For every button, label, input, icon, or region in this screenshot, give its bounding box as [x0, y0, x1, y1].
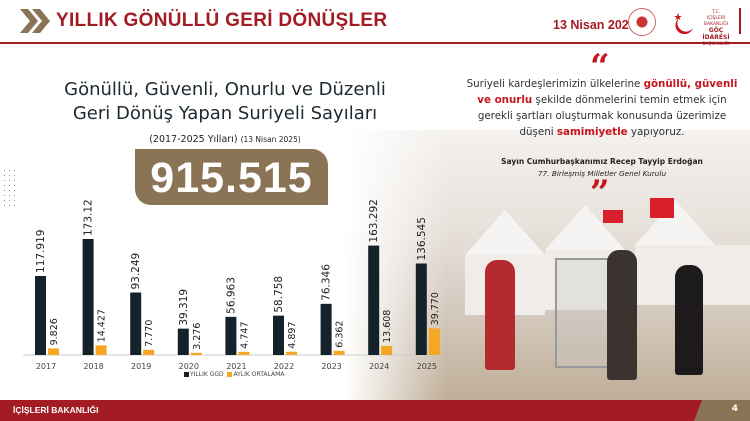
x-tick-label: 2022: [274, 362, 294, 370]
quote-speaker: Sayın Cumhurbaşkanımız Recep Tayyip Erdo…: [501, 157, 703, 166]
quote-highlight: gönüllü, güvenli ve onurlu: [477, 78, 738, 106]
chevron-right-icon: [20, 9, 50, 33]
data-label: 117.919: [35, 230, 47, 273]
as-of-date: (13 Nisan 2025): [240, 135, 301, 144]
headline: Gönüllü, Güvenli, Onurlu ve Düzenli Geri …: [40, 78, 410, 126]
footer: İÇİŞLERİ BAKANLIĞI 4: [0, 400, 750, 421]
bar-monthly-2017: [48, 348, 59, 355]
x-tick-label: 2025: [417, 362, 437, 370]
person: [485, 260, 515, 370]
data-label: 58.758: [273, 276, 285, 313]
bar-monthly-2025: [428, 328, 440, 355]
cart: [555, 258, 610, 368]
bar-monthly-2020: [190, 352, 202, 355]
bar-yearly-2024: [368, 245, 380, 355]
bar-yearly-2019: [130, 292, 142, 355]
quote-part: Suriyeli kardeşlerimizin ülkelerine: [466, 78, 644, 90]
x-tick-label: 2019: [131, 362, 151, 370]
legend-swatch: [227, 372, 233, 377]
headline-line1: Gönüllü, Güvenli, Onurlu ve Düzenli: [64, 79, 386, 100]
bar-yearly-2017: [35, 275, 46, 355]
data-label: 93.249: [130, 253, 142, 290]
x-tick-label: 2020: [179, 362, 199, 370]
legend-label: AYLIK ORTALAMA: [233, 371, 285, 378]
data-label: 163.292: [368, 200, 380, 243]
x-tick-label: 2024: [369, 362, 389, 370]
x-tick-label: 2023: [321, 362, 341, 370]
tent: [635, 200, 715, 245]
quote-event: 77. Birleşmiş Milletler Genel Kurulu: [537, 169, 667, 178]
data-label: 9.826: [49, 318, 60, 345]
close-quote-icon: ”: [590, 173, 610, 213]
quote-part: yapıyoruz.: [627, 126, 685, 138]
header: YILLIK GÖNÜLLÜ GERİ DÖNÜŞLER 13 Nisan 20…: [0, 0, 750, 47]
data-label: 4.897: [287, 322, 298, 349]
period: (2017-2025 Yılları): [149, 134, 238, 145]
bar-yearly-2018: [82, 239, 94, 355]
data-label: 14.427: [97, 309, 108, 342]
dot-pattern: [2, 168, 16, 208]
logo-text: T.C. İÇİŞLERİ BAKANLIĞI GÖÇ İDARESİ BAŞKANL…: [702, 10, 730, 47]
period-subtitle: (2017-2025 Yılları) (13 Nisan 2025): [40, 134, 410, 145]
data-label: 173.124: [83, 200, 95, 236]
divider: [739, 8, 741, 34]
data-label: 13.608: [382, 310, 393, 343]
bar-chart: 117.919 9.826 2017 173.124 14.427 2018 93.249 7…: [23, 200, 441, 370]
data-label: 3.276: [192, 323, 203, 350]
x-tick-label: 2021: [226, 362, 246, 370]
flag: [603, 210, 623, 223]
ministry-seal-logo: [628, 8, 656, 36]
flag: [650, 198, 674, 218]
quote-part: şekilde dönmelerini temin etmek için ger…: [477, 94, 727, 138]
open-quote-icon: “: [590, 47, 610, 87]
quote-text: Suriyeli kardeşlerimizin ülkelerine gönü…: [462, 76, 742, 140]
bar-yearly-2020: [177, 328, 189, 355]
x-tick-label: 2018: [83, 362, 103, 370]
legend-swatch: [184, 372, 189, 377]
data-label: 4.747: [239, 322, 250, 349]
data-label: 7.770: [144, 320, 155, 347]
data-label: 39.770: [430, 292, 441, 325]
bar-monthly-2021: [238, 351, 250, 355]
legend-label: YILLIK GGD: [190, 371, 224, 378]
bar-monthly-2019: [143, 349, 155, 355]
headline-line2: Geri Dönüş Yapan Suriyeli Sayıları: [72, 103, 378, 124]
bar-monthly-2022: [286, 351, 297, 355]
bar-yearly-2025: [415, 263, 427, 355]
footer-ministry: İÇİŞLERİ BAKANLIĞI: [13, 405, 99, 415]
page-title: YILLIK GÖNÜLLÜ GERİ DÖNÜŞLER: [56, 10, 388, 31]
chart-legend: YILLIK GGD AYLIK ORTALAMA: [184, 371, 284, 378]
data-label: 76.346: [321, 264, 333, 301]
data-label: 136.545: [416, 217, 428, 260]
person: [607, 250, 637, 380]
quote-highlight: samimiyetle: [556, 126, 628, 138]
data-label: 39.319: [178, 289, 190, 326]
total-count: 915.515: [135, 149, 328, 205]
footer-accent: [694, 400, 750, 421]
person: [675, 265, 703, 375]
bar-monthly-2023: [333, 350, 345, 355]
data-label: 6.362: [335, 321, 346, 348]
bar-yearly-2022: [273, 315, 284, 355]
header-date: 13 Nisan 2025: [553, 18, 636, 32]
bar-monthly-2024: [381, 345, 393, 355]
bar-yearly-2023: [320, 303, 332, 355]
bar-yearly-2021: [225, 316, 237, 355]
bar-monthly-2018: [95, 345, 107, 355]
data-label: 56.963: [225, 277, 237, 314]
page-number: 4: [731, 404, 738, 414]
x-tick-label: 2017: [36, 362, 56, 370]
goc-idaresi-logo: [674, 13, 693, 34]
tent: [465, 210, 545, 255]
